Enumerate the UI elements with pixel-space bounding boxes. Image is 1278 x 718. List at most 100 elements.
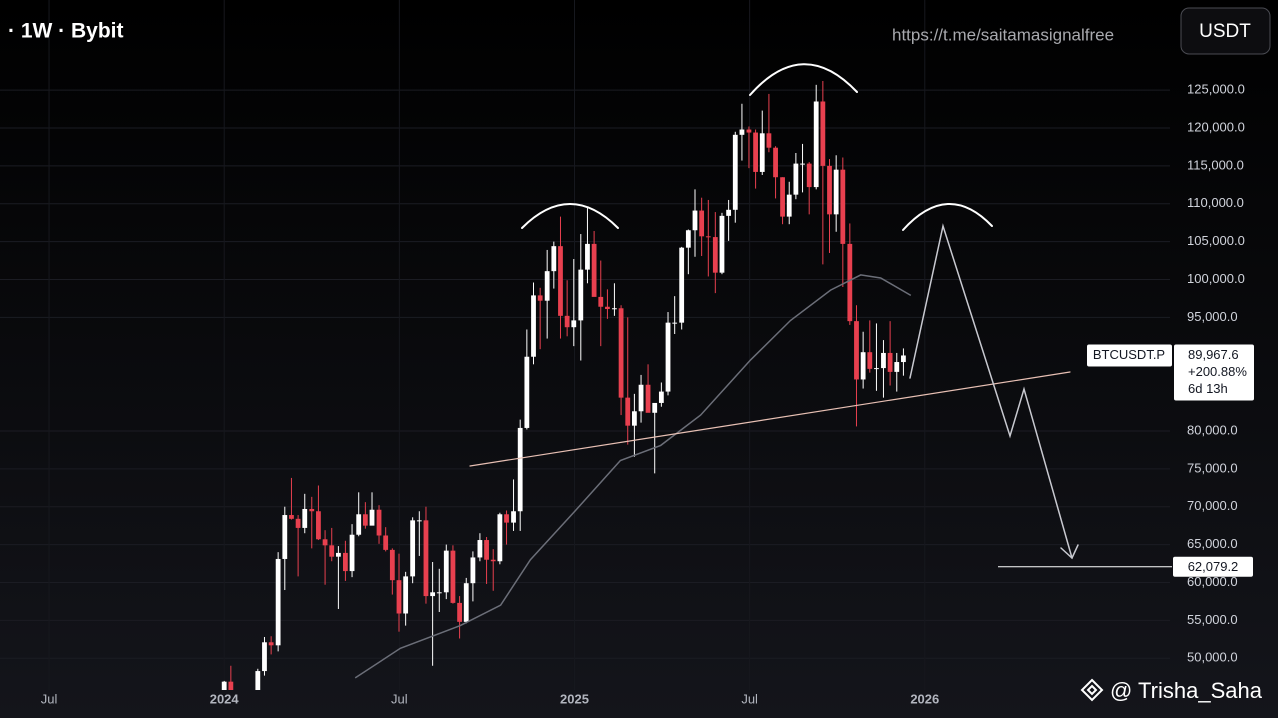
candle-body — [329, 545, 335, 557]
candle-body — [531, 295, 536, 357]
candle-body — [631, 411, 637, 426]
candle-body — [692, 210, 698, 231]
candle-body — [793, 163, 799, 195]
y-tick-label: 95,000.0 — [1187, 309, 1238, 324]
projection-arrowhead — [1060, 544, 1079, 560]
target-label: 62,079.2 — [1188, 559, 1239, 574]
candle-body — [430, 592, 436, 597]
candle-body — [302, 508, 308, 528]
y-tick-label: 75,000.0 — [1187, 460, 1238, 475]
candle-body — [827, 165, 832, 215]
candle-body — [833, 169, 839, 215]
y-tick-label: 55,000.0 — [1187, 612, 1238, 627]
y-tick-label: 80,000.0 — [1187, 422, 1238, 437]
candle-body — [719, 215, 725, 273]
candle-body — [894, 362, 900, 372]
candle-body — [255, 671, 261, 690]
pattern-drawings — [469, 63, 1079, 560]
candle-body — [356, 514, 362, 535]
y-tick-label: 110,000.0 — [1187, 195, 1244, 210]
y-tick-label: 65,000.0 — [1187, 536, 1238, 551]
candle-body — [416, 520, 422, 522]
candle-body — [463, 583, 469, 622]
y-tick-label: 50,000.0 — [1187, 650, 1238, 665]
x-tick-label: 2026 — [910, 691, 939, 706]
x-tick-label: Jul — [391, 691, 408, 706]
candle-body — [766, 133, 772, 148]
candle-body — [544, 271, 550, 301]
x-tick-label: 2025 — [560, 691, 589, 706]
candle-body — [295, 518, 301, 528]
candle-body — [887, 352, 893, 372]
candle-body — [759, 133, 765, 172]
y-tick-label: 70,000.0 — [1187, 498, 1238, 513]
candle-body — [275, 558, 281, 646]
y-tick-label: 125,000.0 — [1187, 82, 1245, 97]
candle-body — [585, 243, 590, 270]
candle-body — [867, 352, 873, 369]
candle-body — [780, 177, 785, 217]
candle-body — [228, 681, 234, 690]
candle-body — [309, 508, 315, 512]
candle-body — [551, 246, 557, 272]
chart-title: · 1W · Bybit — [8, 20, 124, 43]
candle-body — [612, 308, 617, 310]
candle-body — [349, 534, 355, 572]
candle-body — [470, 557, 476, 584]
candle-body — [396, 580, 402, 614]
candle-body — [369, 509, 375, 526]
candle-body — [618, 308, 624, 398]
candle-body — [511, 511, 516, 523]
candle-body — [732, 134, 738, 210]
candle-body — [881, 352, 886, 369]
candle-body — [665, 322, 671, 392]
candle-body — [645, 384, 651, 413]
head-arc — [749, 63, 858, 96]
currency-button-label[interactable]: USDT — [1199, 21, 1251, 42]
symbol-label: BTCUSDT.P — [1093, 347, 1165, 362]
candle-body — [685, 230, 691, 248]
left-shoulder-arc — [521, 203, 619, 229]
candle-body — [484, 540, 489, 560]
candle-body — [860, 352, 866, 380]
candle-body — [578, 269, 584, 321]
moving-average — [354, 274, 912, 679]
x-tick-label: Jul — [41, 691, 58, 706]
symbol-label-box — [1087, 344, 1172, 367]
candle-body — [423, 520, 429, 597]
candle-body — [335, 552, 341, 557]
y-tick-label: 120,000.0 — [1187, 119, 1245, 134]
candle-body — [268, 642, 274, 646]
candle-body — [389, 549, 395, 581]
price-label: 89,967.6 — [1188, 347, 1239, 362]
watermark-diamond — [1080, 678, 1104, 702]
watermark-diamond-inner — [1086, 684, 1098, 696]
x-tick-label: 2024 — [210, 691, 240, 706]
candle-body — [262, 642, 267, 672]
projection-path — [909, 223, 1073, 559]
target-label-box — [1173, 556, 1253, 577]
candle-body — [854, 321, 859, 380]
right-shoulder-arc — [902, 203, 993, 231]
candle-body — [376, 509, 382, 536]
currency-button[interactable] — [1180, 7, 1271, 55]
y-tick-label: 60,000.0 — [1187, 574, 1238, 589]
candle-body — [705, 236, 711, 238]
candle-body — [726, 209, 732, 216]
candle-body — [800, 163, 805, 165]
bar-countdown: 6d 13h — [1188, 381, 1228, 396]
candle-body — [362, 514, 368, 526]
y-tick-label: 105,000.0 — [1187, 233, 1245, 248]
candle-body — [605, 306, 610, 310]
candle-body — [591, 243, 597, 297]
candle-body — [497, 514, 503, 562]
candle-body — [403, 576, 409, 614]
candle-body — [383, 535, 389, 550]
candle-body — [679, 247, 685, 323]
candle-body — [322, 539, 328, 546]
candle-body — [342, 552, 348, 572]
candle-body — [524, 356, 530, 428]
candle-body — [282, 515, 288, 559]
channel-url: https://t.me/saitamasignalfree — [892, 25, 1114, 44]
